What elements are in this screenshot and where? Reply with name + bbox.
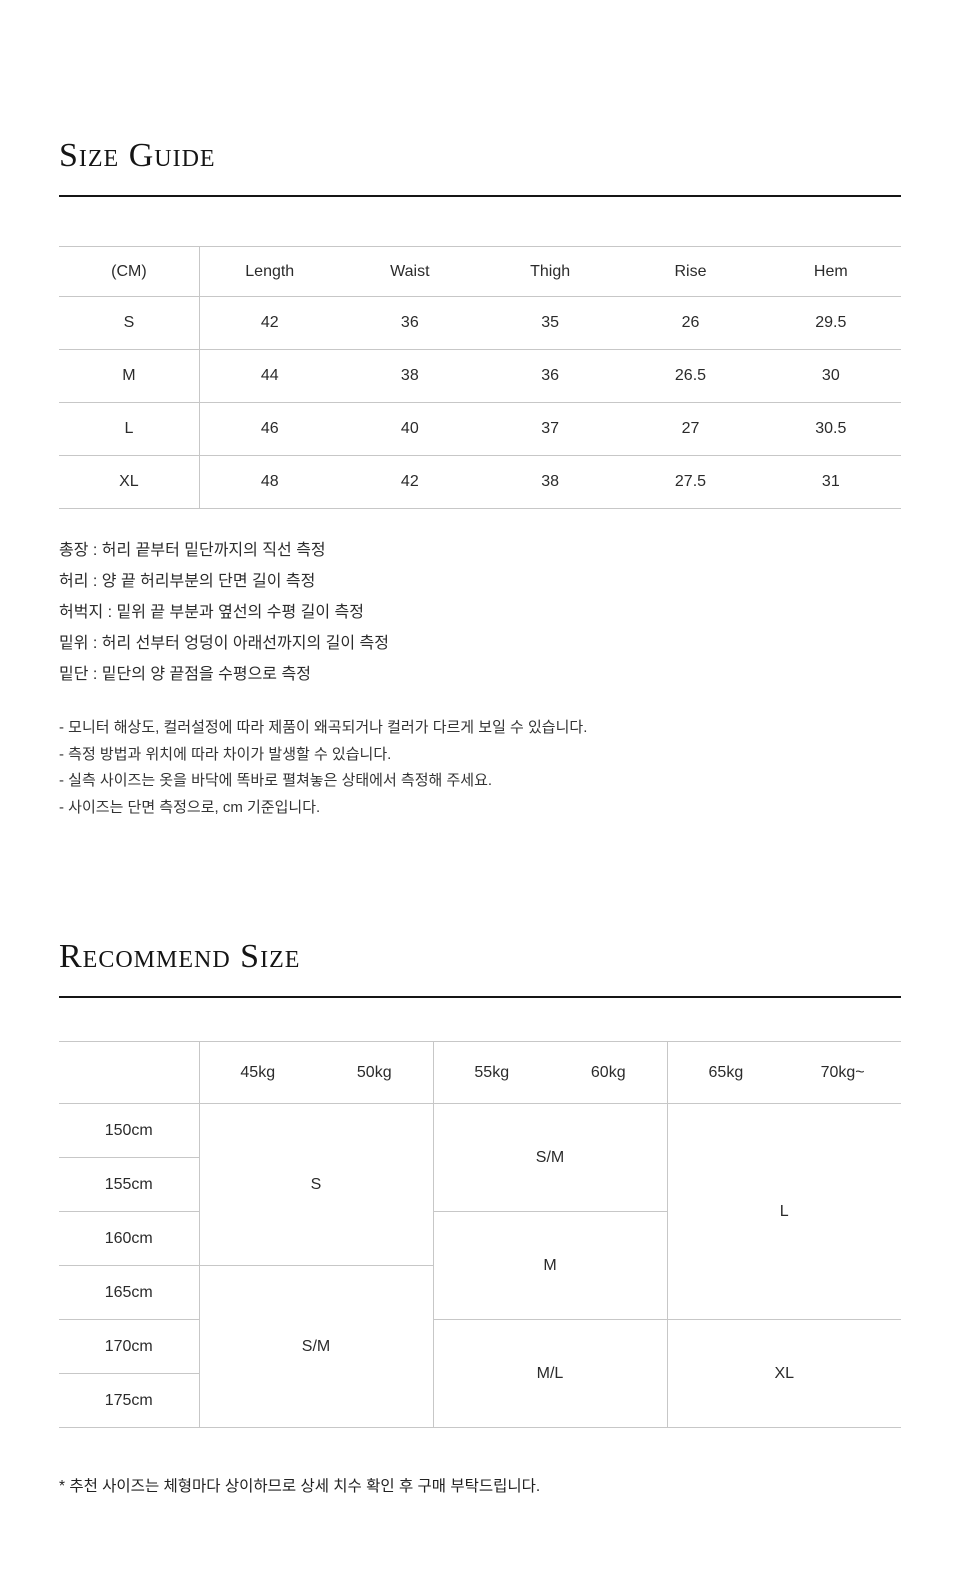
measure-definitions: 총장 : 허리 끝부터 밑단까지의 직선 측정 허리 : 양 끝 허리부분의 단… xyxy=(59,535,901,690)
measure-value: 27.5 xyxy=(620,455,761,510)
weight-label: 70kg~ xyxy=(820,1063,865,1081)
measure-value: 31 xyxy=(760,455,901,510)
measure-value: 35 xyxy=(479,296,621,351)
height-label: 150cm xyxy=(59,1103,200,1159)
table-row: M 44 38 36 26.5 30 xyxy=(59,349,901,404)
unit-header-cell: (CM) xyxy=(59,246,200,298)
table-row: 150cm S S/M L xyxy=(59,1103,901,1321)
notice-line: - 측정 방법과 위치에 따라 차이가 발생할 수 있습니다. xyxy=(59,745,392,763)
measure-value: 29.5 xyxy=(760,296,901,351)
measure-value: 30 xyxy=(760,349,901,404)
weight-label: 60kg xyxy=(590,1063,626,1081)
size-measurements-table: (CM) Length Waist Thigh Rise Hem S 42 36… xyxy=(59,246,901,510)
measure-value: 42 xyxy=(199,296,340,351)
measure-value: 40 xyxy=(339,402,480,457)
weight-label: 65kg xyxy=(708,1063,744,1081)
notice-line: - 실측 사이즈는 옷을 바닥에 똑바로 펼쳐놓은 상태에서 측정해 주세요. xyxy=(59,772,493,790)
recommend-span-ml: M/L xyxy=(433,1319,668,1429)
size-label: S xyxy=(59,296,200,351)
weight-label: 50kg xyxy=(356,1063,392,1081)
measure-value: 46 xyxy=(199,402,340,457)
measure-value: 27 xyxy=(620,402,761,457)
measure-value: 44 xyxy=(199,349,340,404)
recommend-span-l: L xyxy=(667,1103,901,1321)
measure-value: 42 xyxy=(339,455,480,510)
height-label: 155cm xyxy=(59,1157,200,1213)
size-label: L xyxy=(59,402,200,457)
table-row: 170cm M/L XL xyxy=(59,1319,901,1429)
weight-pair: 55kg 60kg xyxy=(434,1064,667,1082)
table-row: 165cm S/M xyxy=(59,1265,901,1429)
col-header-rise: Rise xyxy=(620,246,761,298)
table-header-row: (CM) Length Waist Thigh Rise Hem xyxy=(59,246,901,298)
height-label: 170cm xyxy=(59,1319,200,1375)
weight-header-group1: 45kg 50kg xyxy=(199,1041,434,1105)
weight-pair: 45kg 50kg xyxy=(200,1064,433,1082)
measure-value: 36 xyxy=(339,296,480,351)
measure-value: 37 xyxy=(479,402,621,457)
notice-line: - 사이즈는 단면 측정으로, cm 기준입니다. xyxy=(59,798,321,816)
measure-value: 38 xyxy=(339,349,480,404)
measure-value: 26 xyxy=(620,296,761,351)
table-header-row: 45kg 50kg 55kg 60kg 65kg 70kg~ xyxy=(59,1041,902,1105)
height-label: 175cm xyxy=(59,1373,200,1429)
definition-line: 밑위 : 허리 선부터 엉덩이 아래선까지의 길이 측정 xyxy=(59,635,389,653)
measure-value: 36 xyxy=(479,349,621,404)
recommend-size-table: 45kg 50kg 55kg 60kg 65kg 70kg~ 150cm S S… xyxy=(59,1041,902,1429)
weight-header-group3: 65kg 70kg~ xyxy=(667,1041,902,1105)
table-row: 160cm M xyxy=(59,1211,901,1321)
size-guide-title: Size Guide xyxy=(59,137,216,174)
col-header-waist: Waist xyxy=(339,246,480,298)
height-label: 160cm xyxy=(59,1211,200,1267)
definition-line: 총장 : 허리 끝부터 밑단까지의 직선 측정 xyxy=(59,542,326,560)
size-label: M xyxy=(59,349,200,404)
recommend-size-title: Recommend Size xyxy=(59,938,301,976)
definition-line: 허리 : 양 끝 허리부분의 단면 길이 측정 xyxy=(59,573,316,591)
notice-line: - 모니터 해상도, 컬러설정에 따라 제품이 왜곡되거나 컬러가 다르게 보일… xyxy=(59,719,588,737)
table-row: L 46 40 37 27 30.5 xyxy=(59,402,901,457)
notice-list: - 모니터 해상도, 컬러설정에 따라 제품이 왜곡되거나 컬러가 다르게 보일… xyxy=(59,715,901,821)
size-label: XL xyxy=(59,455,200,510)
col-header-hem: Hem xyxy=(760,246,901,298)
table-row: 155cm xyxy=(59,1157,901,1213)
col-header-length: Length xyxy=(199,246,340,298)
recommend-span-sm: S/M xyxy=(433,1103,668,1213)
measure-value: 26.5 xyxy=(620,349,761,404)
measure-value: 30.5 xyxy=(760,402,901,457)
recommend-span-m: M xyxy=(433,1211,668,1321)
weight-label: 55kg xyxy=(474,1063,510,1081)
table-row: XL 48 42 38 27.5 31 xyxy=(59,455,901,510)
title-divider xyxy=(59,195,901,198)
recommend-footnote: * 추천 사이즈는 체형마다 상이하므로 상세 치수 확인 후 구매 부탁드립니… xyxy=(59,1478,541,1496)
weight-header-group2: 55kg 60kg xyxy=(433,1041,668,1105)
height-label: 165cm xyxy=(59,1265,200,1321)
definition-line: 밑단 : 밑단의 양 끝점을 수평으로 측정 xyxy=(59,666,311,684)
weight-label: 45kg xyxy=(240,1063,276,1081)
empty-header-cell xyxy=(59,1041,200,1105)
recommend-span-s: S xyxy=(199,1103,434,1267)
measure-value: 48 xyxy=(199,455,340,510)
title-divider xyxy=(59,996,901,999)
recommend-span-xl: XL xyxy=(667,1319,901,1429)
weight-pair: 65kg 70kg~ xyxy=(668,1064,902,1082)
col-header-thigh: Thigh xyxy=(479,246,621,298)
definition-line: 허벅지 : 밑위 끝 부분과 옆선의 수평 길이 측정 xyxy=(59,604,364,622)
table-row: S 42 36 35 26 29.5 xyxy=(59,296,901,351)
recommend-span-sm2: S/M xyxy=(199,1265,434,1429)
table-row: 175cm xyxy=(59,1373,901,1429)
measure-value: 38 xyxy=(479,455,621,510)
